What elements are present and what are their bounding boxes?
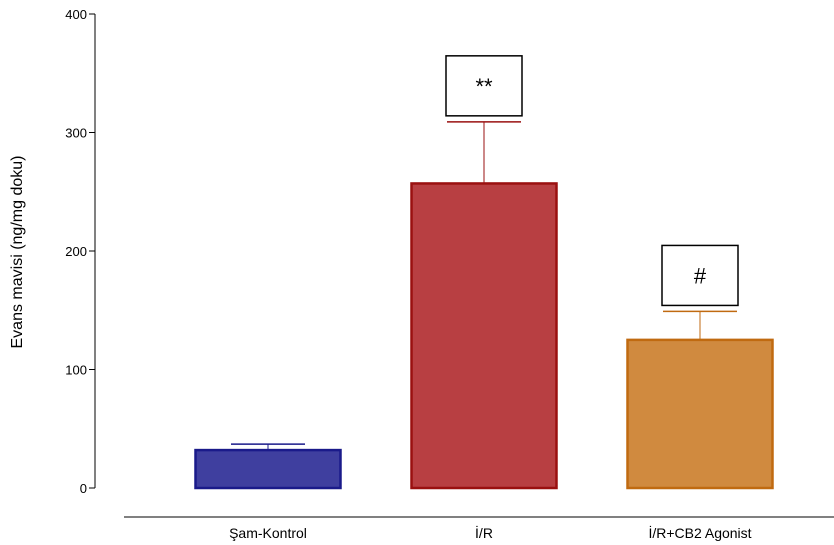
y-tick-label: 0 (80, 481, 87, 496)
bar-group: ** (410, 55, 558, 490)
y-tick-label: 300 (65, 126, 87, 141)
significance-marker: # (694, 263, 707, 288)
significance-box (661, 244, 739, 307)
significance-box (445, 55, 523, 117)
bar (194, 448, 342, 490)
bar-group: # (626, 244, 774, 490)
bar-group (194, 443, 342, 490)
y-tick-label: 200 (65, 244, 87, 259)
bars-group: ** # (194, 55, 774, 490)
y-tick-label: 100 (65, 363, 87, 378)
y-axis-title: Evans mavisi (ng/mg doku) (9, 156, 26, 349)
y-axis: 0 100 200 300 400 (65, 7, 96, 496)
significance-marker: ** (475, 74, 493, 99)
bar (410, 182, 558, 490)
x-category-label: İ/R (475, 524, 493, 541)
x-labels-group: Şam-Kontrol İ/R İ/R+CB2 Agonist (229, 524, 752, 541)
x-category-label: Şam-Kontrol (229, 525, 307, 541)
x-category-label: İ/R+CB2 Agonist (648, 524, 751, 541)
y-tick-label: 400 (65, 7, 87, 22)
bar (626, 338, 774, 490)
